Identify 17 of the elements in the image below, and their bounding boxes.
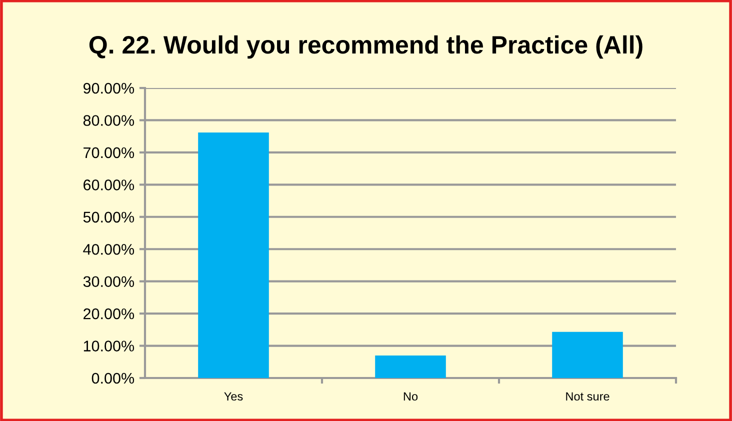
y-tick-label: 40.00% <box>83 244 134 255</box>
bar <box>552 332 623 378</box>
y-tick-label: 30.00% <box>83 276 134 288</box>
y-tick-label: 60.00% <box>84 180 134 190</box>
y-tick-label: 10.00% <box>84 340 134 352</box>
y-tick-label: 20.00% <box>84 308 134 320</box>
x-tick-label: Yes <box>224 392 243 401</box>
y-tick-label: 50.00% <box>83 212 134 223</box>
chart-title: Q. 22. Would you recommend the Practice (All) <box>89 35 642 59</box>
y-tick-label: 80.00% <box>83 115 134 126</box>
y-tick-label: 70.00% <box>84 147 134 158</box>
bar <box>375 355 446 378</box>
x-tick-label: No <box>404 392 418 401</box>
y-tick-label: 90.00% <box>83 82 134 94</box>
bar <box>198 132 269 378</box>
y-tick-label: 0.00% <box>92 372 134 384</box>
x-tick-label: Not sure <box>566 392 610 401</box>
